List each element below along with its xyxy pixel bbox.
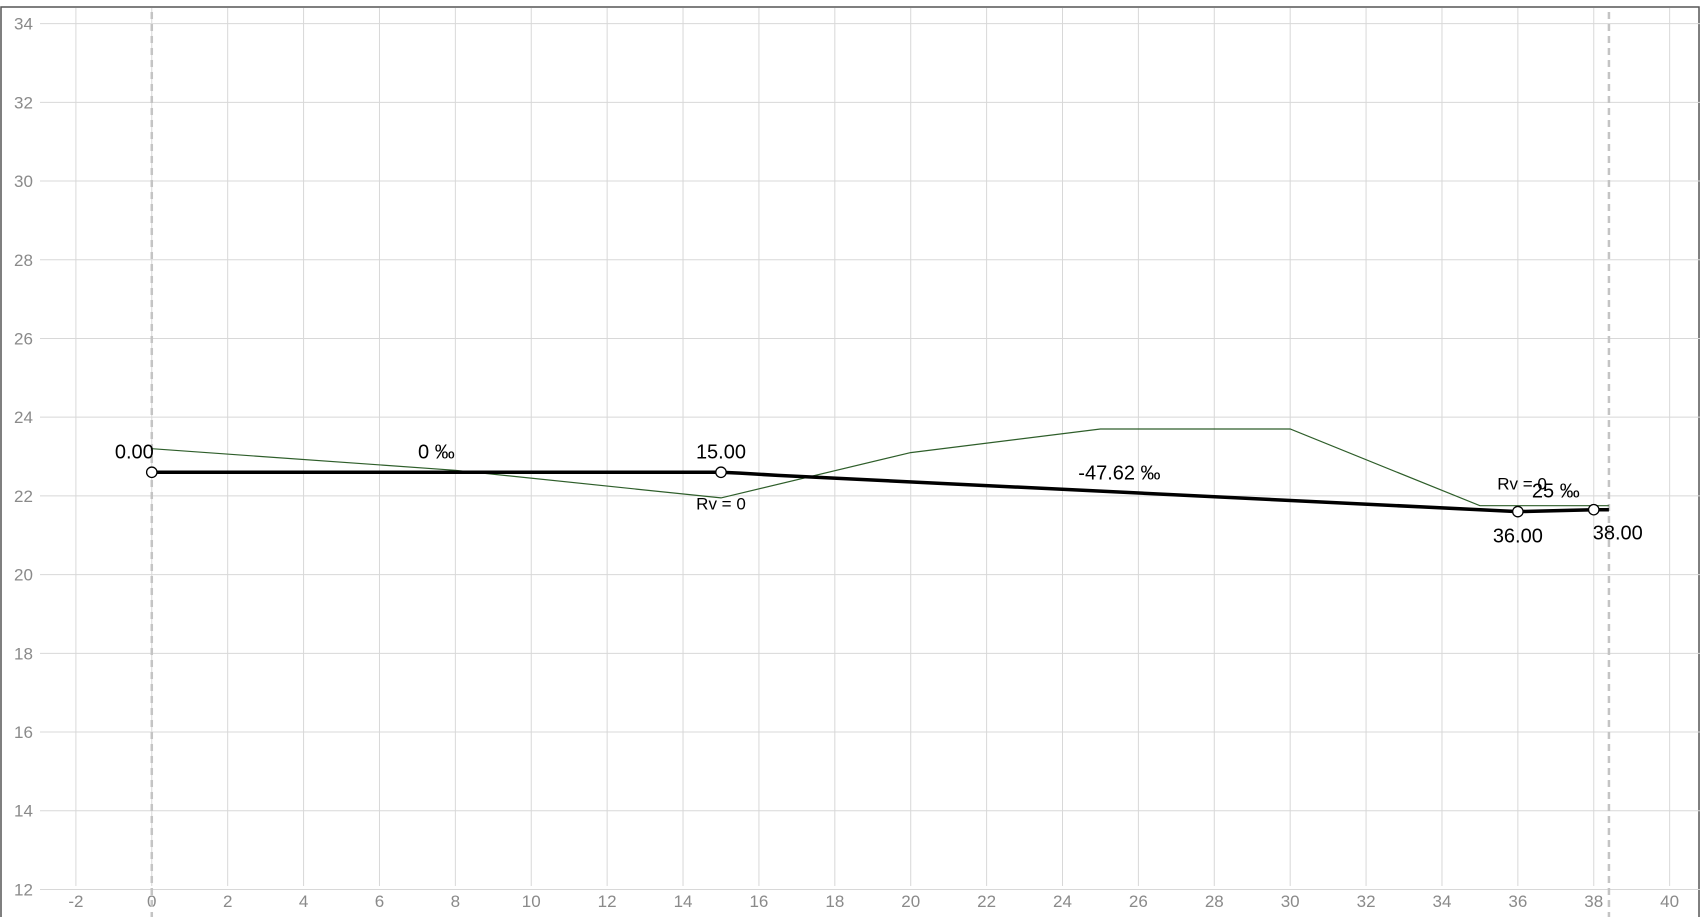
x-tick-label: 30 bbox=[1281, 892, 1300, 911]
grade-vertices bbox=[145, 466, 1600, 518]
x-tick-label: 28 bbox=[1205, 892, 1224, 911]
y-axis-tick-labels: 12 14 16 18 20 22 24 26 28 30 32 34 bbox=[14, 15, 33, 900]
x-axis-tick-labels: -20246810121416182022242628303234363840 bbox=[68, 892, 1679, 911]
y-tick-label: 32 bbox=[14, 93, 33, 112]
y-tick-label: 30 bbox=[14, 172, 33, 191]
x-tick-label: 12 bbox=[598, 892, 617, 911]
profile-annotation-label: 25 ‰ bbox=[1532, 481, 1580, 503]
y-tick-label: 24 bbox=[14, 408, 33, 427]
y-tick-label: 18 bbox=[14, 644, 33, 663]
terrain-line bbox=[151, 428, 1609, 507]
x-tick-label: 24 bbox=[1053, 892, 1072, 911]
profile-annotation-label: 0.00 bbox=[115, 441, 154, 463]
profile-annotation-label: 38.00 bbox=[1593, 523, 1643, 545]
y-tick-label: 20 bbox=[14, 566, 33, 585]
x-tick-label: 18 bbox=[825, 892, 844, 911]
y-tick-label: 26 bbox=[14, 329, 33, 348]
x-tick-label: 36 bbox=[1508, 892, 1527, 911]
x-tick-label: 10 bbox=[522, 892, 541, 911]
x-tick-label: 26 bbox=[1129, 892, 1148, 911]
grid-vertical-lines bbox=[75, 8, 1671, 886]
grid-horizontal-lines bbox=[40, 23, 1700, 890]
x-tick-label: 14 bbox=[674, 892, 693, 911]
y-tick-label: 16 bbox=[14, 723, 33, 742]
x-tick-label: 22 bbox=[977, 892, 996, 911]
x-tick-label: 40 bbox=[1660, 892, 1679, 911]
grade-vertex-marker bbox=[715, 466, 727, 479]
profile-annotation-label: Rv = 0 bbox=[1497, 475, 1547, 494]
plot-frame bbox=[0, 6, 1700, 917]
profile-annotation-label: -47.62 ‰ bbox=[1078, 462, 1160, 484]
station-boundaries bbox=[150, 12, 1611, 917]
design-grade-line bbox=[151, 470, 1609, 514]
y-tick-label: 12 bbox=[14, 880, 33, 899]
y-tick-label: 22 bbox=[14, 487, 33, 506]
grade-vertex-marker bbox=[1587, 503, 1600, 516]
x-tick-label: 38 bbox=[1584, 892, 1603, 911]
x-tick-label: 32 bbox=[1357, 892, 1376, 911]
x-tick-label: 34 bbox=[1433, 892, 1452, 911]
x-tick-label: 16 bbox=[749, 892, 768, 911]
profile-annotation-label: 0 ‰ bbox=[418, 441, 455, 463]
profile-annotation-label: Rv = 0 bbox=[696, 494, 746, 513]
grade-vertex-marker bbox=[1512, 505, 1524, 518]
profile-annotation-label: 15.00 bbox=[696, 441, 746, 463]
profile-series bbox=[151, 428, 1609, 514]
x-tick-label: 8 bbox=[451, 892, 460, 911]
profile-annotation-label: 36.00 bbox=[1493, 526, 1543, 548]
x-tick-label: 4 bbox=[299, 892, 308, 911]
x-tick-label: -2 bbox=[68, 892, 83, 911]
x-tick-label: 20 bbox=[901, 892, 920, 911]
x-tick-label: 6 bbox=[375, 892, 384, 911]
y-tick-label: 14 bbox=[14, 802, 33, 821]
y-tick-label: 28 bbox=[14, 251, 33, 270]
grade-vertex-marker bbox=[145, 466, 158, 479]
y-tick-label: 34 bbox=[14, 15, 33, 34]
x-tick-label: 2 bbox=[223, 892, 232, 911]
